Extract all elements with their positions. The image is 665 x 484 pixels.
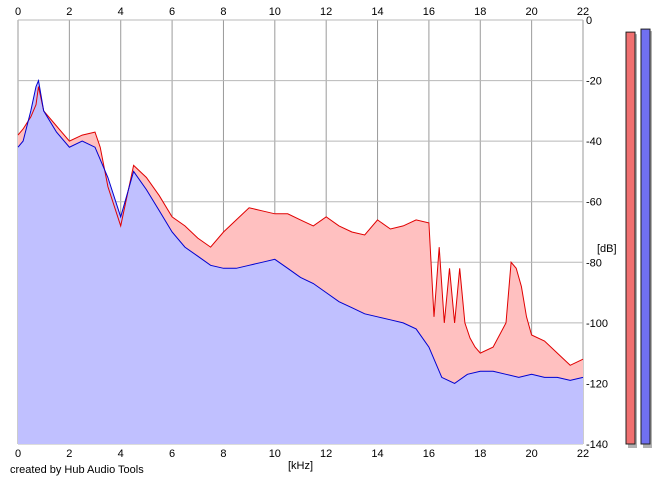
x-tick-label-top: 20 [526, 6, 538, 18]
y-axis-label: [dB] [597, 243, 617, 255]
x-tick-label-top: 4 [118, 6, 124, 18]
y-tick-label: -60 [586, 197, 602, 209]
credit-text: created by Hub Audio Tools [10, 464, 144, 476]
x-tick-label-top: 0 [15, 6, 21, 18]
x-tick-label-bottom: 10 [269, 448, 281, 460]
x-tick-label-top: 18 [474, 6, 486, 18]
x-tick-label-bottom: 20 [526, 448, 538, 460]
x-axis-label: [kHz] [288, 460, 313, 472]
series-2-area [18, 80, 583, 444]
x-tick-label-top: 16 [423, 6, 435, 18]
y-tick-label: -140 [586, 439, 608, 451]
y-tick-label: -100 [586, 318, 608, 330]
x-tick-label-top: 14 [371, 6, 383, 18]
series-1-line [17, 86, 584, 366]
x-tick-label-bottom: 0 [15, 448, 21, 460]
x-tick-label-top: 22 [577, 6, 589, 18]
x-tick-label-bottom: 18 [474, 448, 486, 460]
x-tick-label-bottom: 12 [320, 448, 332, 460]
y-tick-label: 0 [586, 15, 592, 27]
x-tick-label-top: 2 [66, 6, 72, 18]
level-meters [625, 28, 652, 448]
x-tick-label-bottom: 14 [371, 448, 383, 460]
x-tick-label-top: 6 [169, 6, 175, 18]
x-tick-label-top: 12 [320, 6, 332, 18]
series-2-line [17, 78, 584, 384]
x-tick-label-bottom: 16 [423, 448, 435, 460]
x-tick-label-bottom: 8 [220, 448, 226, 460]
level-meter-1 [625, 31, 636, 445]
y-tick-label: -120 [586, 378, 608, 390]
x-tick-label-bottom: 6 [169, 448, 175, 460]
x-tick-label-top: 8 [220, 6, 226, 18]
x-tick-label-bottom: 22 [577, 448, 589, 460]
y-tick-label: -40 [586, 136, 602, 148]
level-meter-2 [640, 28, 651, 445]
y-tick-label: -80 [586, 257, 602, 269]
x-tick-label-bottom: 2 [66, 448, 72, 460]
axes: 002244668810101212141416161818202022220-… [15, 6, 617, 472]
y-tick-label: -20 [586, 76, 602, 88]
x-tick-label-top: 10 [269, 6, 281, 18]
plot-area [17, 19, 584, 445]
x-tick-label-bottom: 4 [118, 448, 124, 460]
